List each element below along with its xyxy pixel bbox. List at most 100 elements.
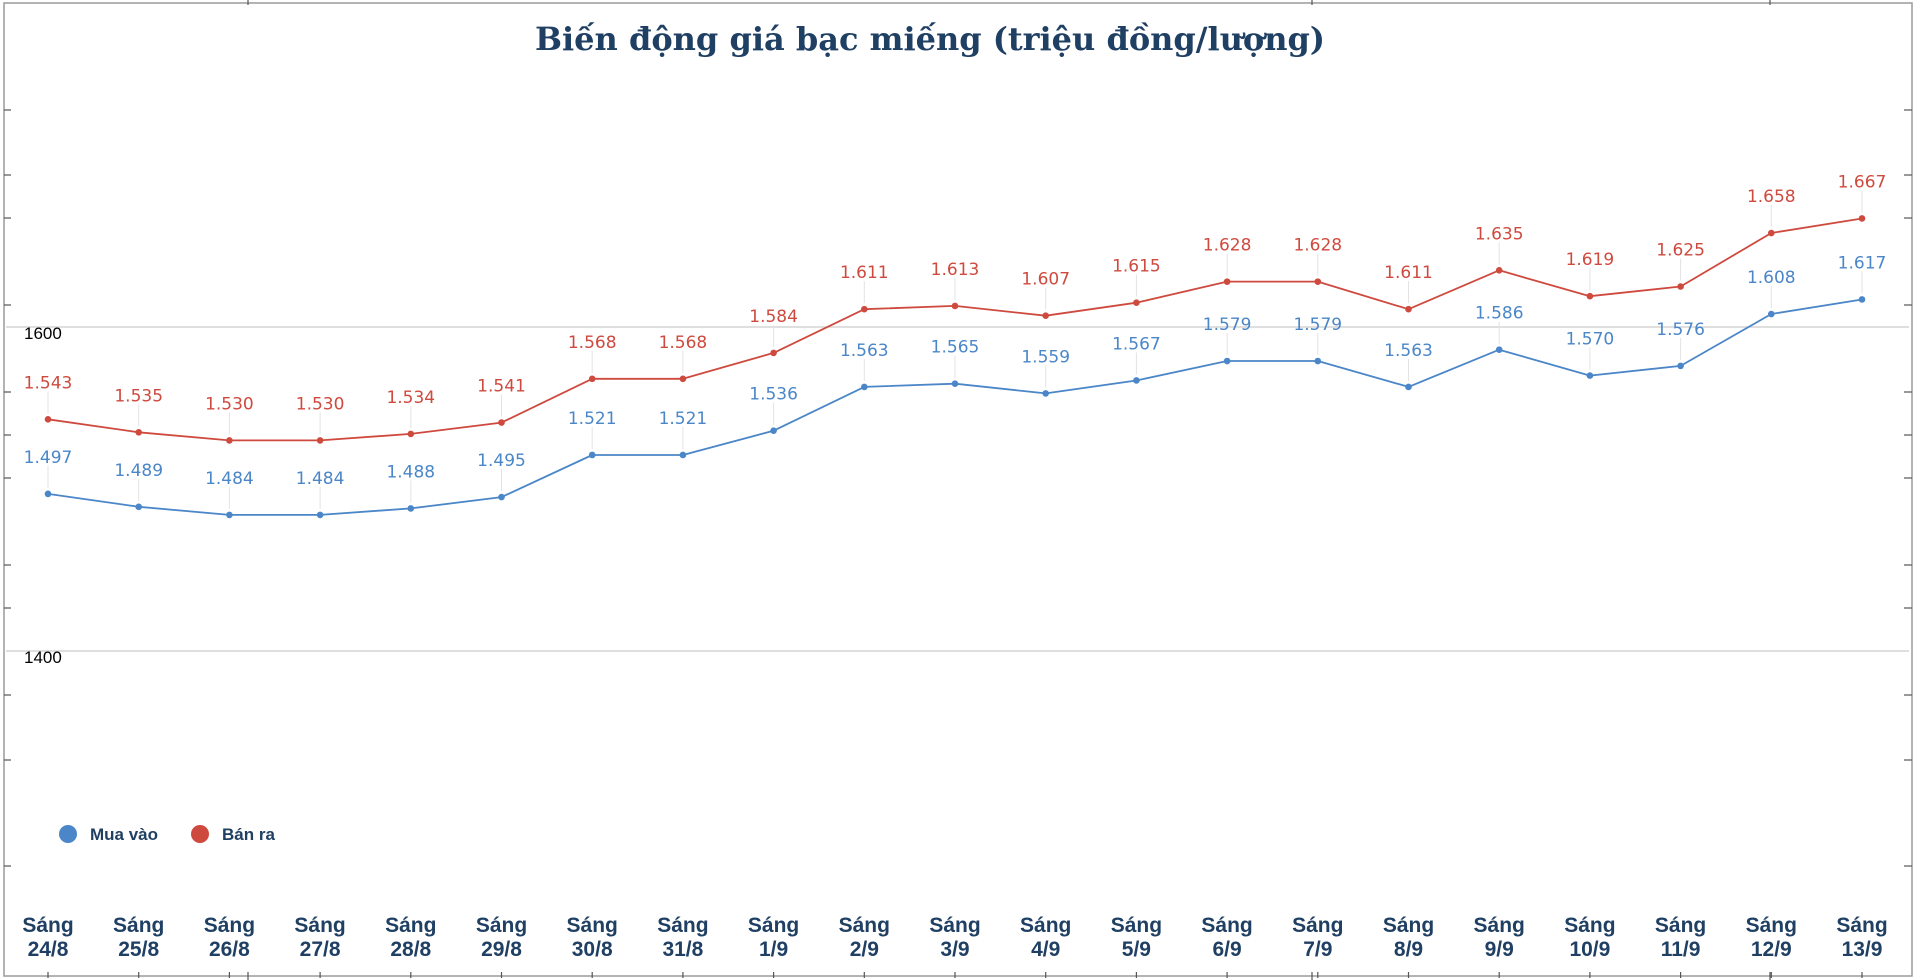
data-point-ban-ra	[679, 375, 687, 383]
x-tick-label-line2: 10/9	[1569, 938, 1610, 961]
series-layer	[44, 215, 1866, 519]
x-tick-label-line2: 12/9	[1751, 938, 1792, 961]
data-point-mua-vao	[135, 503, 142, 511]
x-tick-label-line2: 13/9	[1842, 938, 1883, 961]
data-point-mua-vao	[1677, 362, 1684, 370]
data-point-ban-ra	[1223, 278, 1231, 285]
x-tick-label: Sáng 11/9	[1655, 914, 1706, 961]
data-label-ban-ra: 1.584	[749, 307, 798, 327]
data-label-ban-ra: 1.611	[840, 263, 889, 283]
x-tick-label: Sáng 8/9	[1383, 914, 1434, 961]
data-label-mua-vao: 1.484	[205, 469, 254, 489]
data-point-ban-ra	[1405, 305, 1412, 313]
data-point-ban-ra	[1586, 292, 1594, 300]
data-label-mua-vao: 1.563	[840, 341, 889, 361]
data-point-ban-ra	[44, 416, 52, 423]
x-tick-label: Sáng 5/9	[1111, 914, 1162, 961]
x-tick-label: Sáng 2/9	[839, 914, 890, 961]
data-label-mua-vao: 1.497	[24, 448, 73, 468]
data-point-ban-ra	[498, 419, 505, 426]
data-label-mua-vao: 1.489	[114, 461, 163, 481]
data-label-ban-ra: 1.543	[24, 373, 73, 393]
x-tick-label-line2: 7/9	[1303, 938, 1332, 961]
x-tick-label-line2: 24/8	[28, 938, 69, 961]
data-label-mua-vao: 1.495	[477, 451, 526, 471]
x-tick-label: Sáng 31/8	[657, 914, 708, 961]
data-point-ban-ra	[1042, 312, 1049, 319]
x-tick-label-line1: Sáng	[1836, 914, 1887, 937]
x-tick-label: Sáng 9/9	[1474, 914, 1525, 961]
legend: Mua vào Bán ra	[59, 825, 275, 844]
data-point-ban-ra	[1768, 229, 1775, 237]
x-tick-label: Sáng 3/9	[929, 914, 980, 961]
x-tick-label-line1: Sáng	[1564, 914, 1615, 937]
x-tick-label-line2: 25/8	[118, 938, 159, 961]
data-label-ban-ra: 1.535	[114, 386, 163, 406]
data-label-ban-ra: 1.625	[1656, 241, 1705, 261]
data-point-ban-ra	[1495, 267, 1503, 274]
x-tick-label-line1: Sáng	[1746, 914, 1797, 937]
data-point-ban-ra	[1133, 299, 1140, 307]
data-label-ban-ra: 1.619	[1566, 250, 1615, 270]
x-tick-label-line1: Sáng	[748, 914, 799, 937]
x-tick-label-line1: Sáng	[929, 914, 980, 937]
legend-marker	[59, 825, 77, 843]
x-tick-label: Sáng 25/8	[113, 914, 164, 961]
chart-border	[3, 2, 1913, 977]
data-label-layer: 1.497 1.489 1.484 1.484 1.488 1.495 1.521 1.521…	[24, 172, 1887, 509]
data-label-mua-vao: 1.617	[1838, 253, 1887, 273]
data-label-mua-vao: 1.565	[931, 338, 980, 358]
data-point-mua-vao	[1495, 346, 1503, 353]
data-point-ban-ra	[861, 305, 868, 313]
data-point-mua-vao	[1314, 357, 1322, 365]
x-tick-label-line2: 29/8	[481, 938, 522, 961]
x-tick-label: Sáng 24/8	[22, 914, 73, 961]
x-tick-label: Sáng 10/9	[1564, 914, 1615, 961]
data-label-mua-vao: 1.536	[749, 385, 798, 405]
x-tick-label-line1: Sáng	[1383, 914, 1434, 937]
x-tick-label-line2: 3/9	[940, 938, 969, 961]
x-tick-label-line2: 27/8	[300, 938, 341, 961]
x-tick-label-line2: 31/8	[662, 938, 703, 961]
data-point-ban-ra	[1677, 283, 1684, 290]
x-tick-label-line1: Sáng	[204, 914, 255, 937]
x-tick-label-line2: 26/8	[209, 938, 250, 961]
x-tick-label-line1: Sáng	[1201, 914, 1252, 937]
data-point-mua-vao	[588, 451, 596, 459]
x-tick-label-line2: 4/9	[1031, 938, 1060, 961]
data-point-ban-ra	[588, 375, 596, 383]
x-tick-label: Sáng 12/9	[1746, 914, 1797, 961]
data-point-mua-vao	[1768, 310, 1775, 318]
x-tick-label-line2: 28/8	[390, 938, 431, 961]
x-tick-label: Sáng 28/8	[385, 914, 436, 961]
data-point-mua-vao	[861, 383, 868, 391]
data-point-mua-vao	[951, 380, 959, 388]
x-tick-label-line2: 9/9	[1485, 938, 1514, 961]
x-tick-label-line2: 6/9	[1212, 938, 1241, 961]
x-tick-label-line1: Sáng	[22, 914, 73, 937]
x-tick-label: Sáng 26/8	[204, 914, 255, 961]
data-label-mua-vao: 1.484	[296, 469, 345, 489]
x-tick-label: Sáng 29/8	[476, 914, 527, 961]
data-label-ban-ra: 1.628	[1293, 236, 1342, 256]
y-axis-tick-labels: 1600 1400	[24, 324, 62, 667]
data-point-ban-ra	[316, 437, 324, 444]
data-label-ban-ra: 1.658	[1747, 187, 1796, 207]
data-point-mua-vao	[226, 511, 233, 519]
data-label-mua-vao: 1.586	[1475, 304, 1524, 324]
x-tick-label-line1: Sáng	[1292, 914, 1343, 937]
y-tick-label-1600: 1600	[24, 324, 62, 343]
data-label-ban-ra: 1.667	[1838, 172, 1887, 192]
x-tick-label: Sáng 7/9	[1292, 914, 1343, 961]
data-point-ban-ra	[135, 429, 142, 436]
data-label-ban-ra: 1.568	[659, 333, 708, 353]
x-tick-label-line1: Sáng	[1655, 914, 1706, 937]
x-tick-label-line1: Sáng	[385, 914, 436, 937]
legend-label: Bán ra	[222, 825, 275, 844]
x-tick-label-line2: 1/9	[759, 938, 788, 961]
x-tick-label-line1: Sáng	[476, 914, 527, 937]
data-label-ban-ra: 1.534	[386, 388, 435, 408]
